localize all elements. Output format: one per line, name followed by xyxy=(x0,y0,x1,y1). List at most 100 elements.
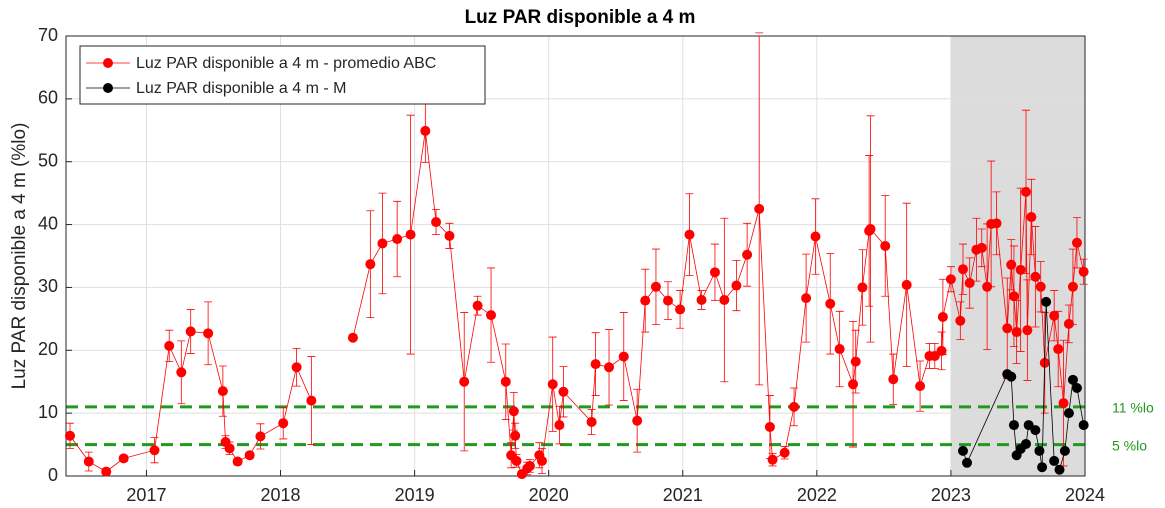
data-point xyxy=(203,328,214,339)
data-point xyxy=(684,229,695,240)
data-point xyxy=(604,362,615,373)
data-point xyxy=(554,420,565,431)
data-point xyxy=(472,300,483,311)
data-point xyxy=(1035,281,1046,292)
data-point xyxy=(101,466,112,477)
y-tick-label: 20 xyxy=(38,339,58,359)
data-point xyxy=(420,125,431,136)
data-point xyxy=(500,376,511,387)
data-point xyxy=(1071,383,1082,393)
data-point xyxy=(536,455,547,466)
data-point xyxy=(164,340,175,351)
y-tick-label: 60 xyxy=(38,88,58,108)
data-point xyxy=(1071,237,1082,248)
data-point xyxy=(865,223,876,234)
data-point xyxy=(1026,212,1037,223)
y-tick-label: 10 xyxy=(38,402,58,422)
data-point xyxy=(1078,266,1089,277)
data-point xyxy=(789,401,800,412)
data-point xyxy=(1008,420,1019,431)
data-point xyxy=(291,362,302,373)
x-tick-label: 2022 xyxy=(797,485,837,505)
data-point xyxy=(825,298,836,309)
data-point xyxy=(510,430,521,441)
chart-title: Luz PAR disponible a 4 m xyxy=(465,7,696,28)
data-point xyxy=(767,454,778,465)
data-point xyxy=(962,457,973,468)
data-point xyxy=(1067,281,1078,292)
data-point xyxy=(1034,445,1045,456)
data-point xyxy=(1006,259,1017,270)
data-point xyxy=(1058,398,1069,409)
data-point xyxy=(347,332,358,343)
data-point xyxy=(810,231,821,242)
reference-label: 11 %lo xyxy=(1112,400,1154,416)
data-point xyxy=(65,430,76,441)
data-point xyxy=(405,229,416,240)
data-point xyxy=(945,274,956,285)
data-point xyxy=(185,326,196,337)
legend-label: Luz PAR disponible a 4 m - M xyxy=(136,80,346,97)
data-point xyxy=(224,443,235,454)
data-point xyxy=(1049,310,1060,321)
data-point xyxy=(232,456,243,467)
data-point xyxy=(176,367,187,378)
data-point xyxy=(118,453,129,464)
data-point xyxy=(1041,296,1052,307)
data-point xyxy=(650,281,661,292)
data-point xyxy=(392,234,403,245)
data-point xyxy=(709,267,720,278)
data-point xyxy=(1054,464,1065,475)
legend-marker xyxy=(103,83,113,93)
data-point xyxy=(915,381,926,392)
data-point xyxy=(1006,371,1017,382)
data-point xyxy=(149,445,160,456)
series-line xyxy=(962,301,1085,471)
y-tick-label: 30 xyxy=(38,276,58,296)
data-point xyxy=(431,217,442,228)
series-line xyxy=(69,130,1085,475)
data-point xyxy=(217,386,228,397)
y-tick-label: 40 xyxy=(38,213,58,233)
x-tick-label: 2023 xyxy=(931,485,971,505)
data-point xyxy=(1021,186,1032,197)
data-point xyxy=(1030,425,1041,436)
data-point xyxy=(444,230,455,241)
data-point xyxy=(244,450,255,461)
data-point xyxy=(306,395,317,406)
data-point xyxy=(508,406,519,417)
data-point xyxy=(901,279,912,290)
data-point xyxy=(834,344,845,355)
data-point xyxy=(957,264,968,275)
data-point xyxy=(1021,438,1032,449)
data-point xyxy=(764,421,775,432)
data-point xyxy=(1015,264,1026,275)
data-point xyxy=(365,259,376,270)
data-point xyxy=(1053,344,1064,355)
data-point xyxy=(1037,462,1048,473)
shaded-region xyxy=(950,36,1085,476)
data-point xyxy=(675,304,686,315)
y-tick-label: 50 xyxy=(38,150,58,170)
data-point xyxy=(547,379,558,390)
data-point xyxy=(742,249,753,260)
data-point xyxy=(850,356,861,367)
legend-marker xyxy=(103,58,113,68)
x-tick-label: 2020 xyxy=(529,485,569,505)
data-point xyxy=(888,374,899,385)
data-point xyxy=(524,460,535,471)
data-point xyxy=(377,238,388,249)
data-point xyxy=(801,293,812,304)
data-point xyxy=(779,447,790,458)
data-point xyxy=(936,345,947,356)
data-point xyxy=(880,240,891,251)
data-point xyxy=(618,351,629,362)
data-point xyxy=(719,295,730,305)
data-point xyxy=(1008,291,1019,302)
data-point xyxy=(558,386,569,397)
data-point xyxy=(857,282,868,293)
data-point xyxy=(754,203,765,214)
data-point xyxy=(663,295,674,306)
data-point xyxy=(83,456,94,467)
legend-label: Luz PAR disponible a 4 m - promedio ABC xyxy=(136,55,436,72)
